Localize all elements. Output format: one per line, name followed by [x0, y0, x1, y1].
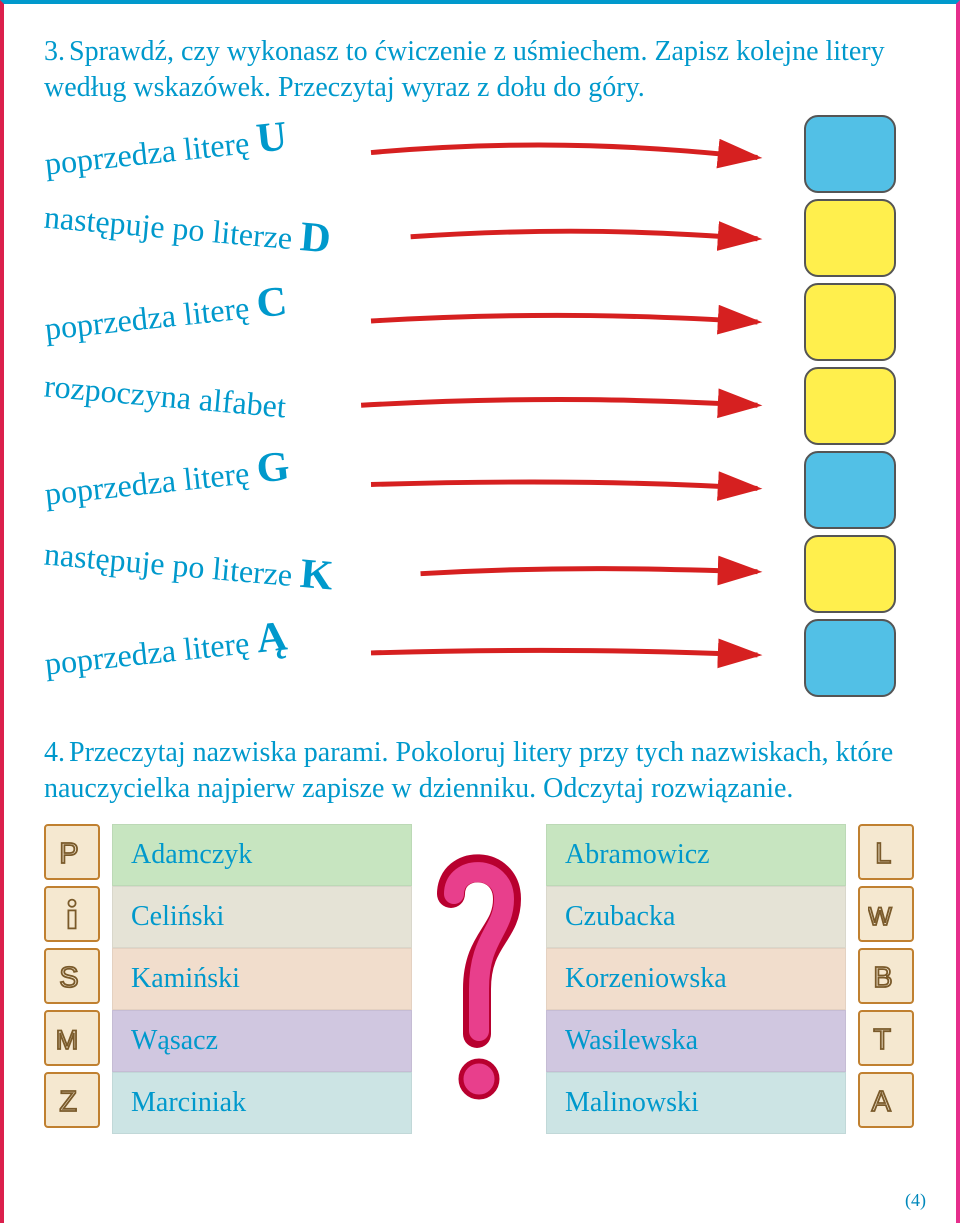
left-names: Adamczyk Celiński Kamiński Wąsacz Marcin… [112, 824, 412, 1134]
right-names: Abramowicz Czubacka Korzeniowska Wasilew… [546, 824, 846, 1134]
exercise4-area: P S M Z Adamczyk Celiński Kamiński Wąsac… [44, 824, 916, 1134]
page-number: (4) [905, 1190, 926, 1211]
name-row: Malinowski [546, 1072, 846, 1134]
svg-text:P: P [59, 837, 78, 869]
letter-tile-T[interactable]: T [858, 1010, 914, 1066]
letter-tile-M[interactable]: M [44, 1010, 100, 1066]
arrows-svg [44, 125, 916, 735]
answer-box-2[interactable] [804, 199, 896, 277]
svg-text:A: A [872, 1085, 892, 1117]
letter-tile-L[interactable]: L [858, 824, 914, 880]
letter-tile-Z[interactable]: Z [44, 1072, 100, 1128]
question-mark-icon [424, 824, 534, 1134]
task3-heading: 3. Sprawdź, czy wykonasz to ćwiczenie z … [44, 34, 916, 107]
name-row: Marciniak [112, 1072, 412, 1134]
name-row: Czubacka [546, 886, 846, 948]
task4-number: 4. [44, 737, 65, 768]
svg-text:S: S [59, 961, 78, 993]
svg-text:L: L [875, 837, 891, 869]
name-row: Adamczyk [112, 824, 412, 886]
name-row: Celiński [112, 886, 412, 948]
name-row: Korzeniowska [546, 948, 846, 1010]
svg-text:W: W [868, 902, 892, 930]
letter-tile-W[interactable]: W [858, 886, 914, 942]
letter-tile-A[interactable]: A [858, 1072, 914, 1128]
answer-box-5[interactable] [804, 451, 896, 529]
letter-tile-B[interactable]: B [858, 948, 914, 1004]
answer-box-4[interactable] [804, 367, 896, 445]
answer-box-1[interactable] [804, 115, 896, 193]
answer-boxes [804, 115, 896, 703]
exercise3-area: poprzedza literę U następuje po literze … [44, 125, 916, 735]
name-row: Abramowicz [546, 824, 846, 886]
task3-text: Sprawdź, czy wykonasz to ćwiczenie z uśm… [44, 36, 885, 103]
letter-tile-I[interactable] [44, 886, 100, 942]
svg-text:M: M [56, 1024, 79, 1054]
svg-text:B: B [873, 961, 892, 993]
letter-tile-P[interactable]: P [44, 824, 100, 880]
task3-number: 3. [44, 36, 65, 67]
svg-text:Z: Z [59, 1085, 77, 1117]
answer-box-6[interactable] [804, 535, 896, 613]
task4-heading: 4. Przeczytaj nazwiska parami. Pokoloruj… [44, 735, 916, 808]
letter-tile-S[interactable]: S [44, 948, 100, 1004]
answer-box-7[interactable] [804, 619, 896, 697]
answer-box-3[interactable] [804, 283, 896, 361]
task4-text: Przeczytaj nazwiska parami. Pokoloruj li… [44, 737, 893, 804]
name-row: Wąsacz [112, 1010, 412, 1072]
left-letter-tiles: P S M Z [44, 824, 100, 1134]
name-row: Wasilewska [546, 1010, 846, 1072]
svg-text:T: T [873, 1023, 891, 1055]
name-row: Kamiński [112, 948, 412, 1010]
right-letter-tiles: L W B T A [858, 824, 914, 1134]
worksheet-page: 3. Sprawdź, czy wykonasz to ćwiczenie z … [0, 0, 960, 1223]
